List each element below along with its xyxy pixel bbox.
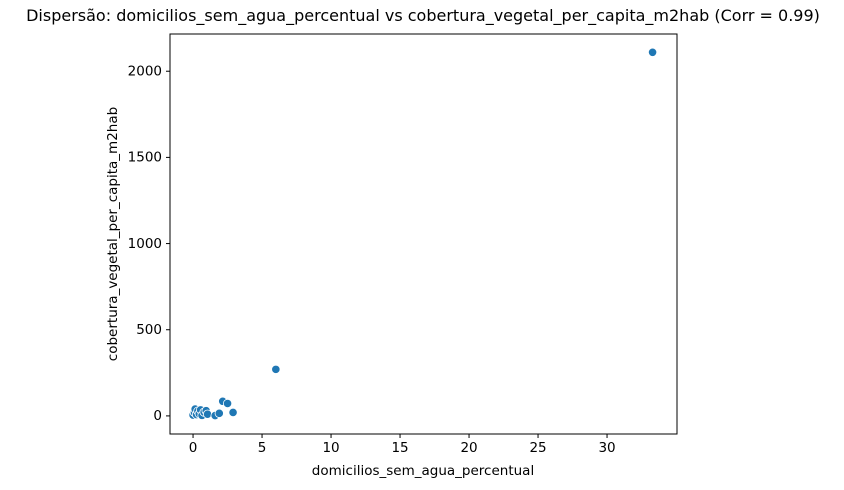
y-tick-label: 1500: [128, 150, 162, 166]
x-tick-label: 15: [391, 440, 408, 456]
y-axis-label: cobertura_vegetal_per_capita_m2hab: [105, 106, 121, 362]
x-tick-label: 30: [598, 440, 615, 456]
x-axis-label: domicilios_sem_agua_percentual: [311, 463, 535, 479]
x-tick-label: 0: [189, 440, 198, 456]
y-tick-label: 0: [153, 408, 162, 424]
x-tick-label: 20: [460, 440, 477, 456]
data-point: [202, 409, 213, 419]
axes-frame: [169, 33, 678, 435]
x-tick-label: 10: [322, 440, 339, 456]
x-tick-label: 25: [529, 440, 546, 456]
chart-title: Dispersão: domicilios_sem_agua_percentua…: [26, 6, 820, 25]
x-tick-label: 5: [258, 440, 267, 456]
y-tick-label: 500: [136, 322, 162, 338]
y-tick-label: 2000: [128, 64, 162, 80]
data-point: [647, 47, 658, 57]
data-point: [222, 398, 233, 409]
data-point: [271, 364, 281, 374]
data-point: [214, 408, 224, 418]
y-tick-label: 1000: [128, 236, 162, 252]
data-point: [228, 407, 238, 418]
